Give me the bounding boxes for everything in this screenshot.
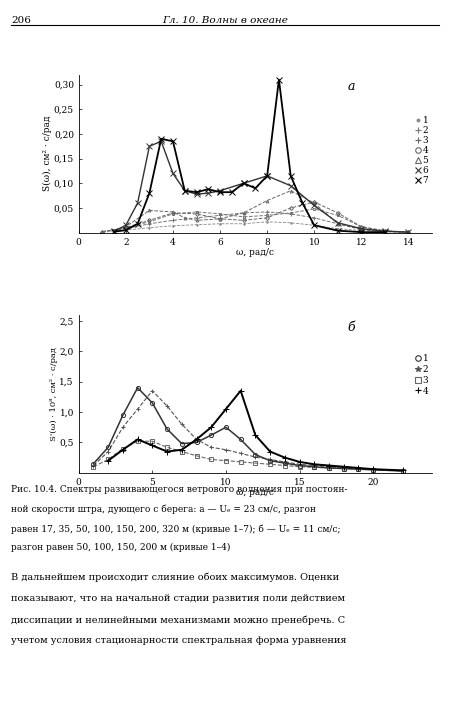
Legend: 1, 2, 3, 4: 1, 2, 3, 4 [412,351,432,399]
Text: учетом условия стационарности спектральная форма уравнения: учетом условия стационарности спектральн… [11,636,347,646]
Text: В дальнейшем происходит слияние обоих максимумов. Оценки: В дальнейшем происходит слияние обоих ма… [11,572,339,582]
Text: Гл. 10. Волны в океане: Гл. 10. Волны в океане [162,16,288,25]
Text: б: б [347,321,355,333]
Text: разгон равен 50, 100, 150, 200 м (кривые 1–4): разгон равен 50, 100, 150, 200 м (кривые… [11,543,230,552]
Text: диссипации и нелинейными механизмами можно пренебречь. С: диссипации и нелинейными механизмами мож… [11,615,346,624]
Legend: 1, 2, 3, 4, 5, 6, 7: 1, 2, 3, 4, 5, 6, 7 [412,112,432,188]
Text: показывают, что на начальной стадии развития поли действием: показывают, что на начальной стадии разв… [11,594,345,603]
Text: равен 17, 35, 50, 100, 150, 200, 320 м (кривые 1–7); б — Uₑ = 11 см/с;: равен 17, 35, 50, 100, 150, 200, 320 м (… [11,525,341,534]
Y-axis label: S'(ω) · 10⁸, см² · с/рад: S'(ω) · 10⁸, см² · с/рад [50,347,58,441]
Text: а: а [347,80,355,93]
Text: 206: 206 [11,16,31,25]
Y-axis label: S(ω), см² · с/рад: S(ω), см² · с/рад [43,116,52,191]
X-axis label: ω, рад/с: ω, рад/с [236,488,274,497]
Text: ной скорости штра, дующего с берега: а — Uₑ = 23 см/с, разгон: ной скорости штра, дующего с берега: а —… [11,505,316,514]
X-axis label: ω, рад/с: ω, рад/с [236,248,274,257]
Text: Рис. 10.4. Спектры развивающегося ветрового волнения при постоян-: Рис. 10.4. Спектры развивающегося ветров… [11,485,348,494]
